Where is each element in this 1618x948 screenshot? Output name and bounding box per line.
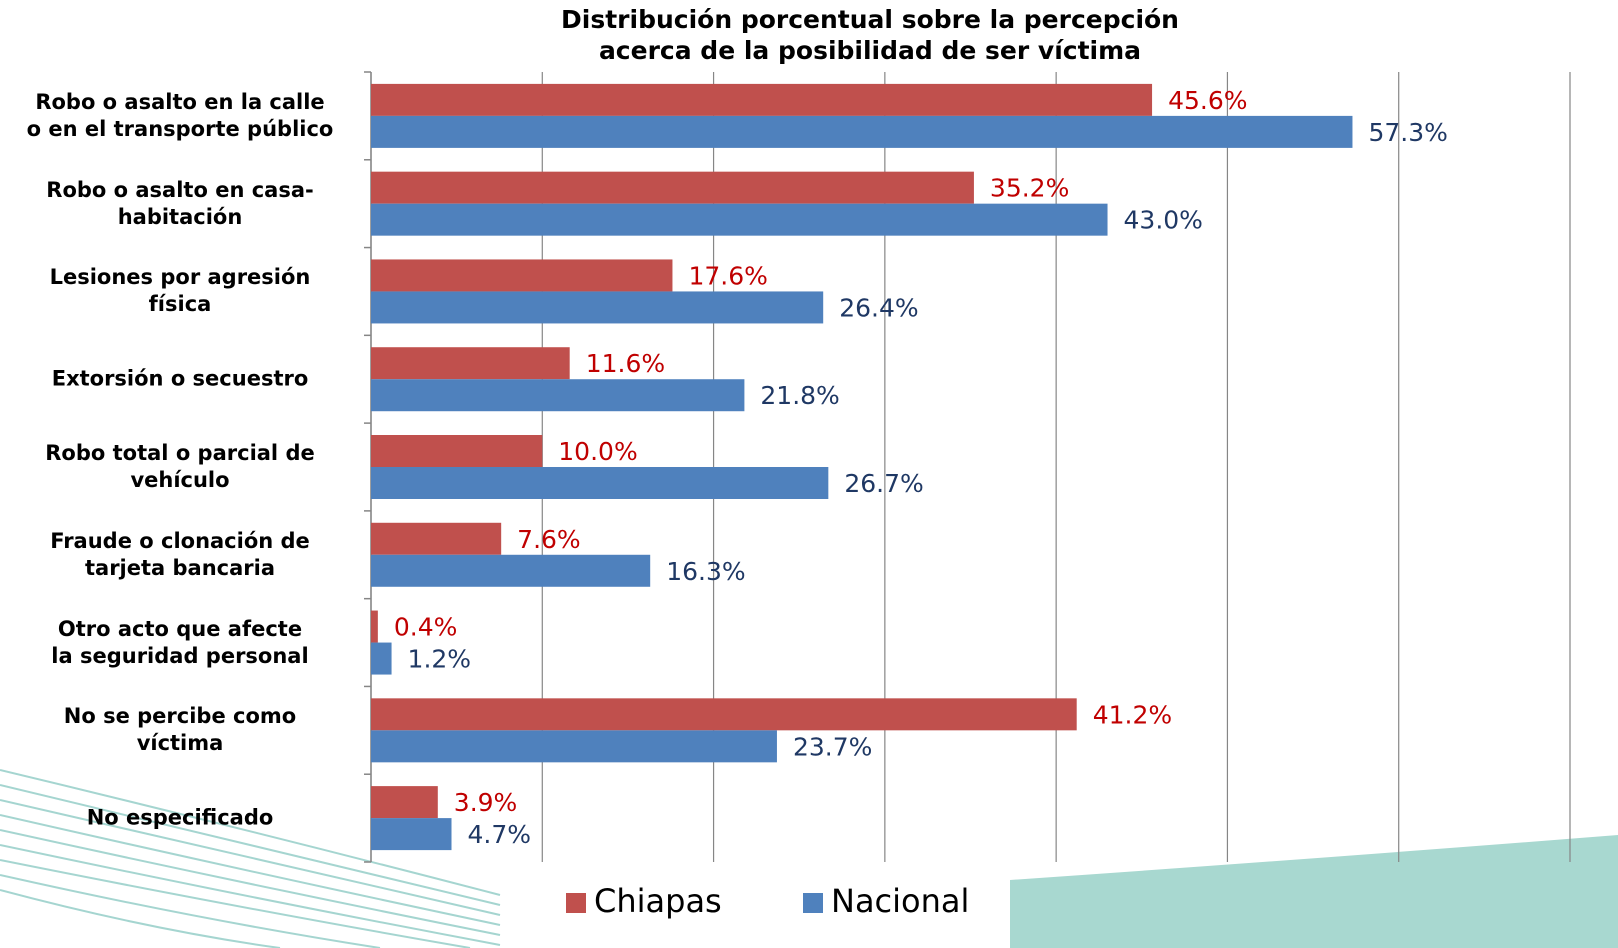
y-tick-label: Fraude o clonación de tarjeta bancaria xyxy=(50,528,310,580)
background-shape xyxy=(1010,835,1618,948)
value-label: 11.6% xyxy=(586,349,665,378)
value-label: 1.2% xyxy=(408,645,472,674)
value-label: 0.4% xyxy=(394,613,458,642)
background-decoration xyxy=(0,769,501,948)
bar xyxy=(371,554,651,587)
legend-swatch xyxy=(803,893,823,913)
value-label: 10.0% xyxy=(558,437,637,466)
bar xyxy=(371,83,1153,116)
bar xyxy=(371,379,745,412)
legend-label: Nacional xyxy=(831,882,969,920)
bar xyxy=(371,291,824,324)
bar xyxy=(371,435,543,467)
bar xyxy=(371,467,829,499)
bar xyxy=(371,259,673,292)
value-label: 43.0% xyxy=(1124,206,1203,235)
value-label: 4.7% xyxy=(468,820,532,849)
value-label: 21.8% xyxy=(760,381,839,410)
y-tick-label: Robo o asalto en la calle o en el transp… xyxy=(26,89,334,141)
bar xyxy=(371,115,1353,148)
value-label: 26.7% xyxy=(844,469,923,498)
value-label: 41.2% xyxy=(1093,700,1172,729)
bar xyxy=(371,698,1077,731)
bar xyxy=(371,522,502,555)
legend-label: Chiapas xyxy=(594,882,722,920)
chart-title: Distribución porcentual sobre la percepc… xyxy=(561,5,1179,65)
y-tick-label: Extorsión o secuestro xyxy=(51,366,309,391)
value-label: 23.7% xyxy=(793,732,872,761)
y-tick-label: Otro acto que afecte la seguridad person… xyxy=(51,616,309,668)
value-label: 17.6% xyxy=(688,261,767,290)
bar xyxy=(371,610,378,643)
bar xyxy=(371,203,1108,236)
y-tick-label: Lesiones por agresión física xyxy=(49,265,311,317)
value-label: 16.3% xyxy=(666,557,745,586)
bar xyxy=(371,818,452,851)
value-label: 3.9% xyxy=(454,788,518,817)
y-tick-label: No se percibe como víctima xyxy=(63,704,297,756)
value-label: 7.6% xyxy=(517,525,581,554)
y-tick-label: Robo total o parcial de vehículo xyxy=(45,441,315,492)
legend-swatch xyxy=(566,893,586,913)
bar xyxy=(371,347,570,380)
bar xyxy=(371,730,777,763)
bar xyxy=(371,786,438,819)
bar xyxy=(371,171,974,204)
bar xyxy=(371,642,392,675)
value-label: 57.3% xyxy=(1368,118,1447,147)
y-tick-label: No especificado xyxy=(86,805,274,830)
y-tick-label: Robo o asalto en casa- habitación xyxy=(46,177,314,229)
value-label: 45.6% xyxy=(1168,86,1247,115)
value-label: 26.4% xyxy=(839,293,918,322)
value-label: 35.2% xyxy=(990,174,1069,203)
